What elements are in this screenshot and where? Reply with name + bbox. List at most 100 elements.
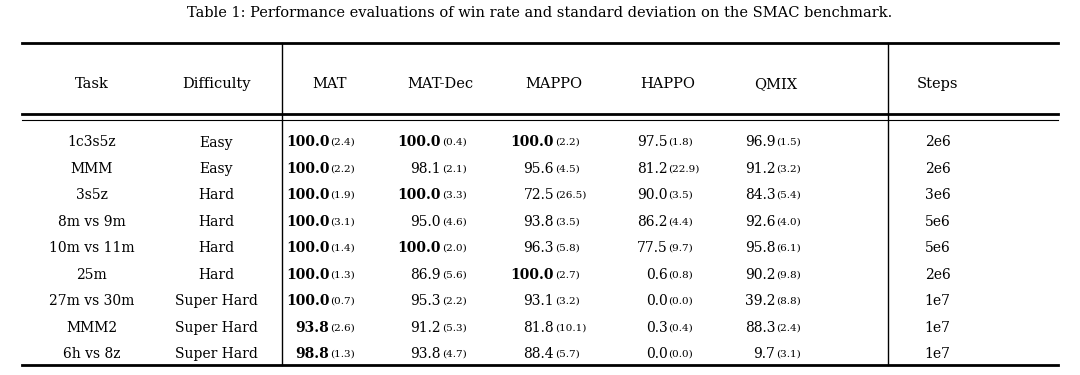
Text: (4.5): (4.5) bbox=[555, 164, 580, 173]
Text: 86.2: 86.2 bbox=[637, 215, 667, 229]
Text: MMM2: MMM2 bbox=[66, 321, 118, 334]
Text: 100.0: 100.0 bbox=[397, 241, 441, 255]
Text: 95.3: 95.3 bbox=[410, 294, 441, 308]
Text: (2.2): (2.2) bbox=[555, 138, 580, 147]
Text: Task: Task bbox=[75, 77, 109, 92]
Text: Difficulty: Difficulty bbox=[181, 77, 251, 92]
Text: Hard: Hard bbox=[198, 215, 234, 229]
Text: Steps: Steps bbox=[917, 77, 958, 92]
Text: 0.6: 0.6 bbox=[646, 268, 667, 282]
Text: 91.2: 91.2 bbox=[410, 321, 441, 334]
Text: 9.7: 9.7 bbox=[754, 347, 775, 361]
Text: 92.6: 92.6 bbox=[745, 215, 775, 229]
Text: 81.2: 81.2 bbox=[637, 162, 667, 176]
Text: 0.0: 0.0 bbox=[646, 294, 667, 308]
Text: 91.2: 91.2 bbox=[745, 162, 775, 176]
Text: 72.5: 72.5 bbox=[524, 188, 554, 202]
Text: 81.8: 81.8 bbox=[524, 321, 554, 334]
Text: 27m vs 30m: 27m vs 30m bbox=[49, 294, 135, 308]
Text: 100.0: 100.0 bbox=[511, 268, 554, 282]
Text: Super Hard: Super Hard bbox=[175, 294, 257, 308]
Text: (4.0): (4.0) bbox=[777, 217, 801, 226]
Text: (2.2): (2.2) bbox=[442, 297, 467, 306]
Text: 1e7: 1e7 bbox=[924, 321, 950, 334]
Text: (22.9): (22.9) bbox=[669, 164, 700, 173]
Text: 95.6: 95.6 bbox=[524, 162, 554, 176]
Text: HAPPO: HAPPO bbox=[640, 77, 694, 92]
Text: (5.4): (5.4) bbox=[777, 191, 801, 200]
Text: Hard: Hard bbox=[198, 241, 234, 255]
Text: (5.7): (5.7) bbox=[555, 350, 580, 358]
Text: (3.3): (3.3) bbox=[442, 191, 467, 200]
Text: 77.5: 77.5 bbox=[637, 241, 667, 255]
Text: Easy: Easy bbox=[199, 162, 233, 176]
Text: (2.4): (2.4) bbox=[330, 138, 355, 147]
Text: 93.8: 93.8 bbox=[410, 347, 441, 361]
Text: 100.0: 100.0 bbox=[397, 188, 441, 202]
Text: 100.0: 100.0 bbox=[286, 241, 329, 255]
Text: MMM: MMM bbox=[70, 162, 113, 176]
Text: (0.7): (0.7) bbox=[330, 297, 355, 306]
Text: (0.4): (0.4) bbox=[669, 323, 693, 332]
Text: (3.5): (3.5) bbox=[555, 217, 580, 226]
Text: 100.0: 100.0 bbox=[286, 268, 329, 282]
Text: 97.5: 97.5 bbox=[637, 135, 667, 150]
Text: (10.1): (10.1) bbox=[555, 323, 586, 332]
Text: (1.9): (1.9) bbox=[330, 191, 355, 200]
Text: (0.8): (0.8) bbox=[669, 270, 693, 279]
Text: MAT: MAT bbox=[312, 77, 347, 92]
Text: (1.4): (1.4) bbox=[330, 244, 355, 253]
Text: (3.2): (3.2) bbox=[555, 297, 580, 306]
Text: 25m: 25m bbox=[77, 268, 107, 282]
Text: Table 1: Performance evaluations of win rate and standard deviation on the SMAC : Table 1: Performance evaluations of win … bbox=[187, 6, 893, 20]
Text: 100.0: 100.0 bbox=[286, 188, 329, 202]
Text: 5e6: 5e6 bbox=[924, 241, 950, 255]
Text: 39.2: 39.2 bbox=[745, 294, 775, 308]
Text: 96.3: 96.3 bbox=[524, 241, 554, 255]
Text: 88.3: 88.3 bbox=[745, 321, 775, 334]
Text: (26.5): (26.5) bbox=[555, 191, 586, 200]
Text: 6h vs 8z: 6h vs 8z bbox=[63, 347, 121, 361]
Text: (3.1): (3.1) bbox=[330, 217, 355, 226]
Text: MAPPO: MAPPO bbox=[526, 77, 582, 92]
Text: 93.1: 93.1 bbox=[524, 294, 554, 308]
Text: 1c3s5z: 1c3s5z bbox=[67, 135, 117, 150]
Text: 95.8: 95.8 bbox=[745, 241, 775, 255]
Text: 86.9: 86.9 bbox=[410, 268, 441, 282]
Text: 0.3: 0.3 bbox=[646, 321, 667, 334]
Text: 93.8: 93.8 bbox=[296, 321, 329, 334]
Text: 0.0: 0.0 bbox=[646, 347, 667, 361]
Text: 100.0: 100.0 bbox=[286, 294, 329, 308]
Text: (0.0): (0.0) bbox=[669, 297, 693, 306]
Text: 1e7: 1e7 bbox=[924, 347, 950, 361]
Text: 93.8: 93.8 bbox=[524, 215, 554, 229]
Text: (3.2): (3.2) bbox=[777, 164, 801, 173]
Text: Hard: Hard bbox=[198, 268, 234, 282]
Text: Super Hard: Super Hard bbox=[175, 321, 257, 334]
Text: 2e6: 2e6 bbox=[924, 135, 950, 150]
Text: Hard: Hard bbox=[198, 188, 234, 202]
Text: 3s5z: 3s5z bbox=[76, 188, 108, 202]
Text: 2e6: 2e6 bbox=[924, 268, 950, 282]
Text: (1.3): (1.3) bbox=[330, 350, 355, 358]
Text: 3e6: 3e6 bbox=[924, 188, 950, 202]
Text: 95.0: 95.0 bbox=[410, 215, 441, 229]
Text: MAT-Dec: MAT-Dec bbox=[407, 77, 474, 92]
Text: 100.0: 100.0 bbox=[286, 215, 329, 229]
Text: (5.6): (5.6) bbox=[442, 270, 467, 279]
Text: 96.9: 96.9 bbox=[745, 135, 775, 150]
Text: (2.0): (2.0) bbox=[442, 244, 467, 253]
Text: (4.7): (4.7) bbox=[442, 350, 467, 358]
Text: (0.0): (0.0) bbox=[669, 350, 693, 358]
Text: 100.0: 100.0 bbox=[511, 135, 554, 150]
Text: Easy: Easy bbox=[199, 135, 233, 150]
Text: 100.0: 100.0 bbox=[286, 162, 329, 176]
Text: 88.4: 88.4 bbox=[524, 347, 554, 361]
Text: (9.7): (9.7) bbox=[669, 244, 693, 253]
Text: (6.1): (6.1) bbox=[777, 244, 801, 253]
Text: (0.4): (0.4) bbox=[442, 138, 467, 147]
Text: (2.4): (2.4) bbox=[777, 323, 801, 332]
Text: (5.3): (5.3) bbox=[442, 323, 467, 332]
Text: (1.3): (1.3) bbox=[330, 270, 355, 279]
Text: 2e6: 2e6 bbox=[924, 162, 950, 176]
